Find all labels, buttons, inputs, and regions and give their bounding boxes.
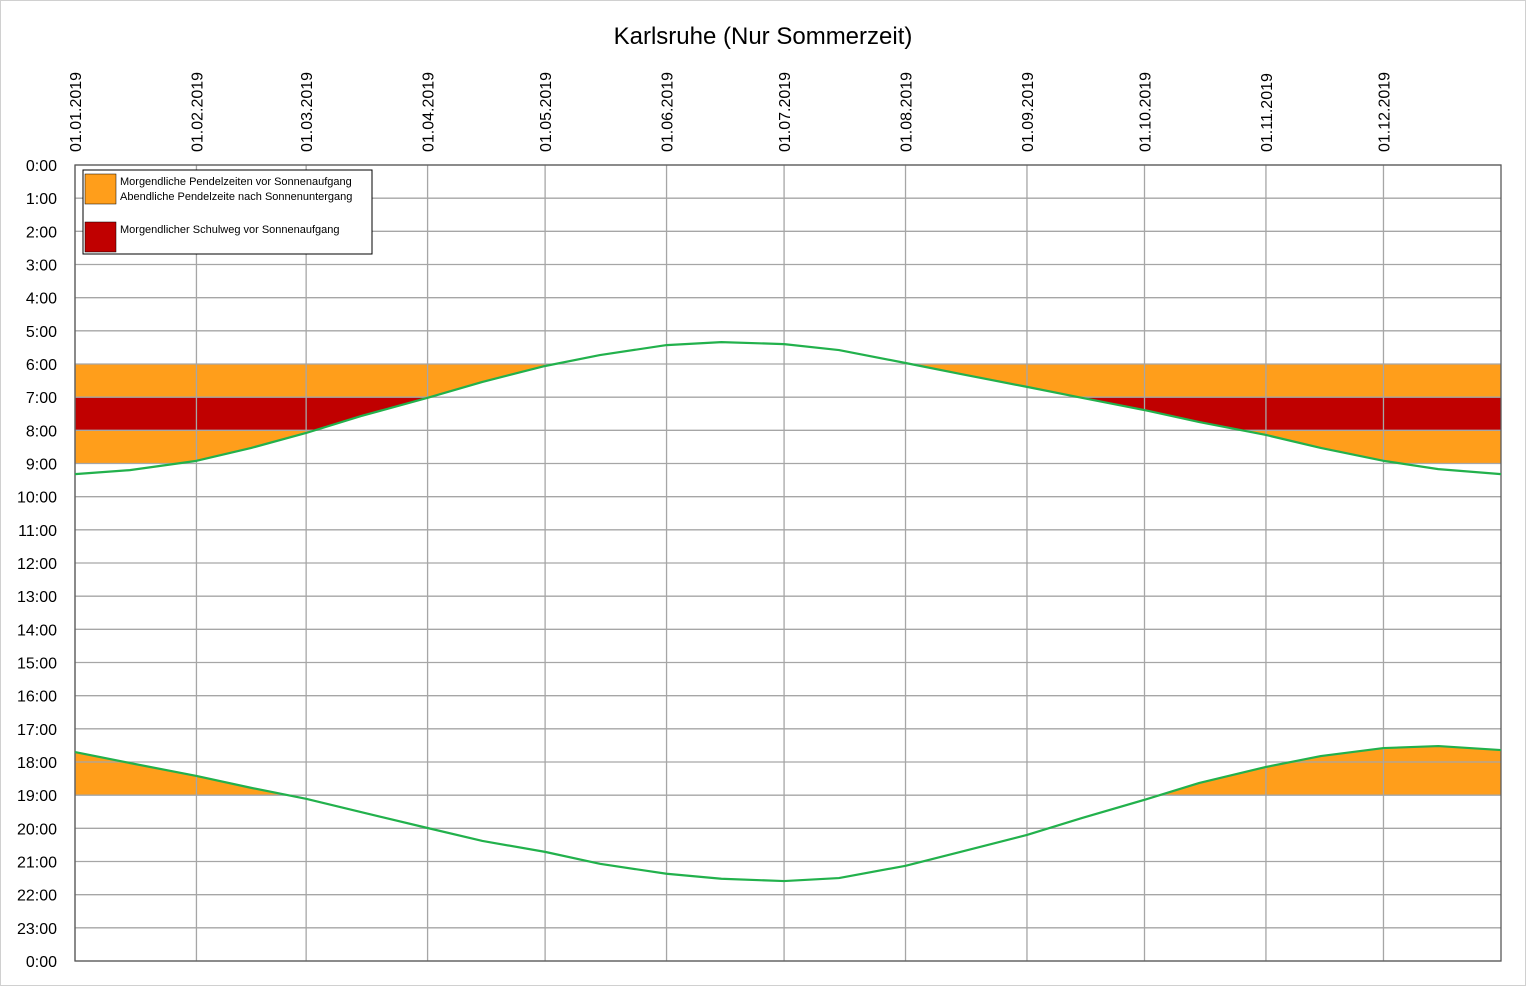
legend-box: [82, 169, 373, 255]
y-tick-label: 4:00: [26, 291, 57, 308]
x-tick-label: 01.06.2019: [660, 72, 677, 152]
legend-label: Abendliche Pendelzeite nach Sonnenunterg…: [120, 191, 352, 203]
line-series: [74, 744, 1502, 883]
y-tick-label: 0:00: [26, 954, 57, 971]
y-tick-label: 16:00: [17, 689, 57, 706]
y-tick-label: 7:00: [26, 390, 57, 407]
y-tick-label: 12:00: [17, 556, 57, 573]
y-tick-label: 18:00: [17, 755, 57, 772]
y-tick-label: 23:00: [17, 921, 57, 938]
y-tick-label: 3:00: [26, 258, 57, 275]
y-tick-label: 10:00: [17, 490, 57, 507]
x-tick-label: 01.01.2019: [68, 72, 85, 152]
legend-swatch: [84, 221, 117, 253]
y-tick-label: 5:00: [26, 324, 57, 341]
y-tick-label: 9:00: [26, 457, 57, 474]
y-tick-label: 22:00: [17, 888, 57, 905]
y-tick-label: 15:00: [17, 656, 57, 673]
y-tick-label: 8:00: [26, 423, 57, 440]
y-tick-label: 21:00: [17, 855, 57, 872]
x-tick-label: 01.03.2019: [299, 72, 316, 152]
y-tick-label: 17:00: [17, 722, 57, 739]
y-tick-label: 2:00: [26, 224, 57, 241]
x-tick-label: 01.08.2019: [899, 72, 916, 152]
chart-title: Karlsruhe (Nur Sommerzeit): [614, 23, 913, 50]
x-tick-label: 01.12.2019: [1376, 72, 1393, 152]
y-tick-label: 13:00: [17, 589, 57, 606]
plot-border: [74, 164, 1502, 962]
legend-label: Morgendliche Pendelzeiten vor Sonnenaufg…: [120, 176, 352, 188]
y-tick-label: 1:00: [26, 191, 57, 208]
legend-label: Morgendlicher Schulweg vor Sonnenaufgang: [120, 224, 340, 236]
x-tick-label: 01.05.2019: [538, 72, 555, 152]
y-tick-label: 6:00: [26, 357, 57, 374]
x-tick-label: 01.11.2019: [1259, 73, 1276, 152]
x-tick-label: 01.09.2019: [1020, 72, 1037, 152]
x-tick-label: 01.02.2019: [189, 72, 206, 152]
legend-swatch: [84, 173, 117, 205]
x-tick-label: 01.07.2019: [777, 72, 794, 152]
line-series: [74, 341, 1502, 476]
y-tick-label: 0:00: [26, 158, 57, 175]
shaded-area: [75, 746, 1501, 796]
y-tick-label: 14:00: [17, 622, 57, 639]
y-tick-label: 19:00: [17, 788, 57, 805]
x-tick-label: 01.10.2019: [1138, 72, 1155, 152]
y-tick-label: 11:00: [18, 523, 57, 540]
y-tick-label: 20:00: [17, 821, 57, 838]
x-tick-label: 01.04.2019: [421, 72, 438, 152]
